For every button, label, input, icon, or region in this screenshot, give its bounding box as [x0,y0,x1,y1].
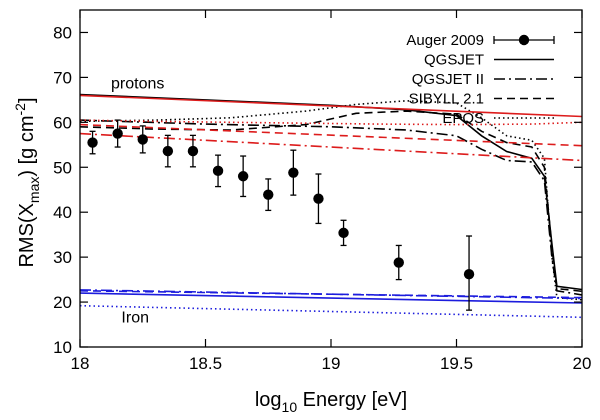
y-tick-label: 30 [53,248,72,267]
x-tick-label: 19 [322,354,341,373]
legend-label: QGSJET [424,52,484,69]
data-point [137,125,148,154]
data-point [393,244,404,281]
x-tick-label: 19.5 [440,354,473,373]
legend-entry-qgsjet-ii: QGSJET II [412,71,554,88]
curve-qgsjet-iron [80,292,582,304]
curve-qgsjet-proton [80,94,582,118]
data-point [288,149,299,196]
legend-marker [518,34,530,46]
y-tick-label: 40 [53,203,72,222]
data-marker [288,167,299,178]
data-point [313,173,324,225]
y-tick-label: 70 [53,68,72,87]
data-point [87,130,98,155]
x-axis-title: log10 Energy [eV] [255,389,407,415]
data-marker [313,193,324,204]
auger-data-points [87,119,475,311]
data-marker [463,269,475,280]
annotation-protons: protons [111,76,164,93]
data-point [212,154,224,188]
curve-epos-black [80,99,582,301]
curve-qgsjet-ii-black [80,119,582,296]
legend-entry-epos: EPOS [442,110,554,127]
y-axis-title: RMS(Xmax) [g cm-2] [12,97,42,267]
curve-sibyll-2-1-proton [80,123,582,147]
data-marker [87,137,98,148]
data-point [187,134,199,168]
data-point [237,155,249,198]
data-point [162,134,174,168]
legend-entry-sibyll-2-1: SIBYLL 2.1 [409,91,554,108]
y-tick-label: 20 [53,293,72,312]
curve-epos-proton [80,119,582,126]
legend-entry-auger-2009: Auger 2009 [406,32,555,49]
legend-label: Auger 2009 [406,32,484,49]
model-curves [80,93,582,319]
x-tick-label: 18 [71,354,90,373]
tick-labels: 18 18.5 19 19.5 20 10 20 30 40 50 60 70 80 [53,23,591,373]
x-tick-label: 20 [573,354,592,373]
annotation-iron: Iron [121,309,149,326]
legend-label: QGSJET II [412,71,484,88]
data-marker [393,257,404,268]
y-tick-label: 60 [53,113,72,132]
y-tick-label: 50 [53,158,72,177]
data-point [263,178,274,212]
legend: Auger 2009 QGSJET QGSJET II SIBYLL 2.1 EPOS [406,32,555,127]
data-marker [237,171,249,182]
data-marker [137,134,148,145]
data-point [338,219,349,247]
y-tick-label: 80 [53,23,72,42]
curve-sibyll-2-1-black [80,110,582,293]
y-tick-label: 10 [53,338,72,357]
x-tick-label: 18.5 [189,354,222,373]
curve-sibyll-2-1-iron [80,290,582,299]
legend-label: EPOS [442,110,484,127]
curve-qgsjet-black [80,93,582,291]
legend-label: SIBYLL 2.1 [409,91,484,108]
axes [79,9,583,348]
data-marker [212,165,224,177]
data-point [112,119,123,148]
data-point [463,235,475,311]
data-marker [162,145,174,157]
legend-entry-qgsjet: QGSJET [424,52,554,69]
axis-titles: log10 Energy [eV] RMS(Xmax) [g cm-2] [12,97,407,415]
annotations: protons Iron [111,76,164,327]
data-marker [187,145,199,157]
data-marker [112,128,123,139]
data-marker [263,189,274,200]
curve-qgsjet-ii-proton [80,132,582,162]
curve-epos-iron [80,304,582,319]
data-marker [338,227,349,239]
